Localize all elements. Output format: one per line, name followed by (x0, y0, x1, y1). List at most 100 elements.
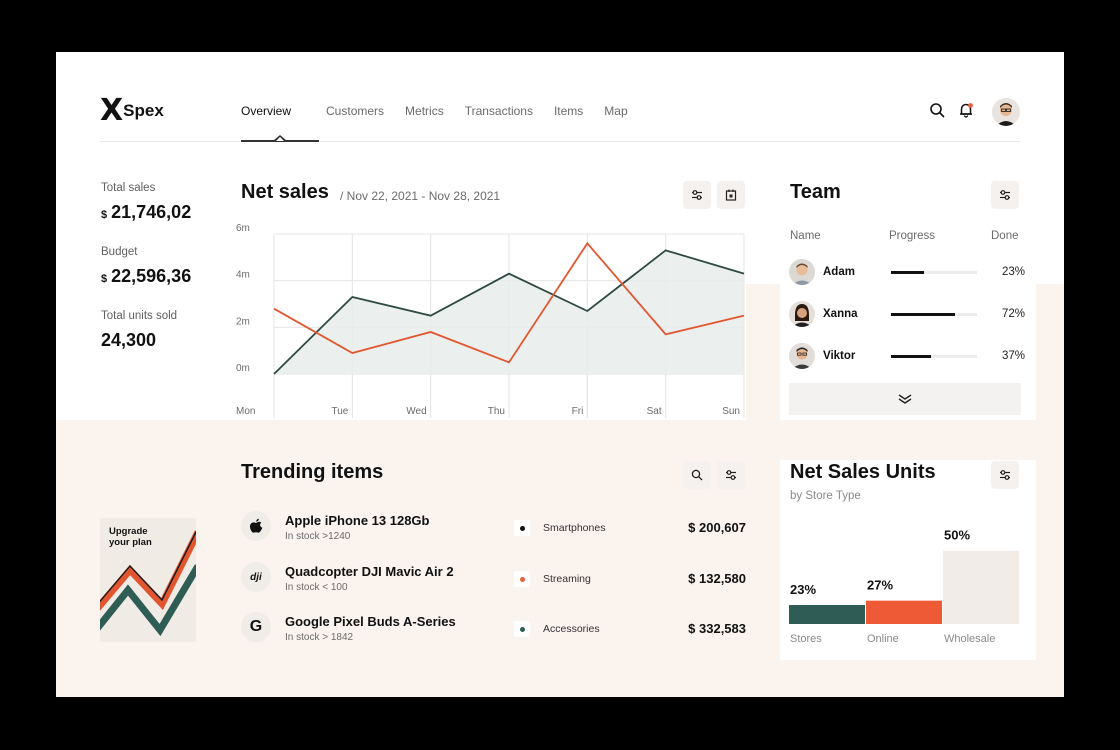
search-icon[interactable] (929, 102, 945, 118)
member-avatar (789, 259, 815, 285)
tab-transactions[interactable]: Transactions (464, 104, 533, 118)
dji-icon: dji (241, 562, 271, 592)
y-tick-label: 6m (236, 223, 250, 234)
google-icon: G (241, 612, 271, 642)
item-stock: In stock > 1842 (285, 632, 354, 643)
logo-mark: X (100, 93, 123, 128)
net-sales-units-chart: 23% Stores 27% Online 50% Wholesale (789, 528, 1019, 645)
item-title: Google Pixel Buds A-Series (285, 614, 456, 629)
list-item[interactable]: Apple iPhone 13 128Gb In stock >1240 Sma… (241, 511, 746, 545)
list-item[interactable]: dji Quadcopter DJI Mavic Air 2 In stock … (241, 562, 746, 596)
person-avatar-icon (789, 343, 815, 369)
tab-map[interactable]: Map (604, 104, 628, 118)
team-col-name: Name (790, 230, 821, 242)
x-tick-label: Sat (647, 406, 662, 417)
promo-graphic (100, 530, 196, 637)
active-tab-underline (241, 140, 319, 142)
tab-customers[interactable]: Customers (326, 104, 385, 118)
units-title: Net Sales Units (790, 461, 936, 483)
net-sales-filter-button[interactable] (683, 181, 711, 209)
bar-value-label: 23% (790, 582, 816, 597)
kpi-amount: 21,746,02 (111, 202, 192, 222)
item-category: Smartphones (543, 522, 606, 534)
bar-category-label: Stores (790, 633, 822, 645)
logo[interactable]: X Spex (100, 96, 164, 126)
team-filter-button[interactable] (991, 181, 1019, 209)
kpi-value: $21,746,02 (101, 202, 191, 223)
series-line-2 (273, 241, 745, 364)
double-chevron-down-icon (898, 394, 912, 404)
kpi-budget: Budget $22,596,36 (101, 246, 191, 287)
kpi-label: Budget (101, 246, 138, 258)
kpi-currency: $ (101, 273, 108, 285)
x-tick-label: Wed (406, 406, 426, 417)
bar-category-label: Online (867, 633, 899, 645)
member-avatar (789, 343, 815, 369)
team-member-viktor[interactable]: Viktor 37% (789, 341, 1029, 371)
tab-items[interactable]: Items (553, 104, 584, 118)
y-tick-label: 0m (236, 363, 250, 374)
kpi-value: 24,300 (101, 330, 177, 351)
x-tick-label: Mon (236, 406, 255, 417)
sliders-icon (1000, 470, 1010, 480)
item-price: $ 332,583 (688, 621, 746, 636)
category-dot-fill (519, 525, 525, 531)
y-tick-label: 4m (236, 270, 250, 281)
category-dot-fill (519, 626, 525, 632)
net-sales-calendar-button[interactable] (717, 181, 745, 209)
team-expand-button[interactable] (789, 383, 1021, 415)
team-member-adam[interactable]: Adam 23% (789, 257, 1029, 287)
team-member-xanna[interactable]: Xanna 72% (789, 299, 1029, 329)
sliders-icon (1000, 190, 1010, 200)
progress-track (891, 271, 977, 274)
item-title: Apple iPhone 13 128Gb (285, 513, 430, 528)
progress-track (891, 355, 977, 358)
category-dot (514, 621, 530, 637)
top-nav: Overview Customers Metrics Transactions … (241, 104, 649, 118)
list-item[interactable]: G Google Pixel Buds A-Series In stock > … (241, 612, 746, 646)
progress-fill (891, 271, 924, 274)
person-avatar-icon (789, 301, 815, 327)
bar-online (866, 600, 942, 624)
units-filter-button[interactable] (991, 461, 1019, 489)
units-subtitle: by Store Type (790, 490, 861, 502)
search-icon (691, 469, 703, 481)
person-avatar-icon (789, 259, 815, 285)
team-col-progress: Progress (889, 230, 936, 242)
bar-category-label: Wholesale (944, 633, 995, 645)
dashboard-screen: X Spex Overview Customers Metrics Transa… (56, 52, 1064, 697)
item-title: Quadcopter DJI Mavic Air 2 (285, 564, 454, 579)
bell-icon[interactable] (958, 102, 974, 118)
trending-search-button[interactable] (683, 461, 711, 489)
member-name: Xanna (823, 308, 858, 320)
trending-filter-button[interactable] (717, 461, 745, 489)
bar-stores (789, 605, 865, 624)
item-stock: In stock < 100 (285, 582, 348, 593)
kpi-value: $22,596,36 (101, 266, 191, 287)
avatar[interactable] (992, 98, 1020, 126)
item-stock: In stock >1240 (285, 531, 351, 542)
bar-value-label: 50% (944, 528, 970, 543)
item-category: Accessories (543, 623, 600, 635)
x-tick-label: Tue (331, 406, 348, 417)
x-tick-label: Thu (488, 406, 505, 417)
progress-fill (891, 355, 932, 358)
net-sales-title: Net sales (241, 181, 329, 203)
promo-text: Upgrade your plan (109, 526, 152, 548)
series-line-1 (273, 249, 745, 375)
team-col-done: Done (991, 230, 1019, 242)
tab-overview[interactable]: Overview (241, 104, 292, 118)
progress-track (891, 313, 977, 316)
kpi-amount: 24,300 (101, 330, 157, 350)
item-category: Streaming (543, 573, 591, 585)
progress-fill (891, 313, 955, 316)
sliders-icon (726, 470, 736, 480)
tab-metrics[interactable]: Metrics (405, 104, 444, 118)
y-tick-label: 2m (236, 316, 250, 327)
member-avatar (789, 301, 815, 327)
upgrade-plan-card[interactable]: Upgrade your plan (100, 518, 196, 642)
date-range: / Nov 22, 2021 - Nov 28, 2021 (340, 189, 501, 203)
bar-wholesale (943, 550, 1019, 624)
member-done: 23% (1001, 266, 1025, 278)
team-title: Team (790, 181, 841, 203)
